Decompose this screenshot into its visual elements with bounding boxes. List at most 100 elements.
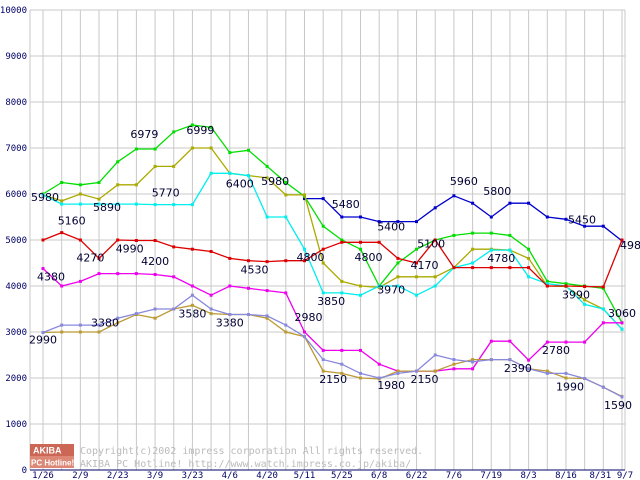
data-point	[172, 245, 176, 249]
data-point	[564, 371, 568, 375]
data-point	[116, 316, 120, 320]
data-point	[508, 201, 512, 205]
data-point	[452, 266, 456, 270]
data-point	[265, 215, 269, 219]
data-point	[209, 125, 213, 129]
data-point	[601, 307, 605, 311]
series-line-6	[42, 268, 622, 372]
data-point	[265, 314, 269, 318]
data-label: 3970	[377, 283, 405, 296]
data-point	[359, 376, 362, 380]
data-point	[527, 358, 531, 362]
x-tick-label: 8/16	[555, 471, 577, 480]
data-point	[601, 385, 605, 389]
data-label: 5480	[332, 198, 360, 211]
data-point	[396, 275, 400, 279]
series-line-8	[42, 294, 623, 398]
logo-bottom-text: PC Hotline!	[31, 459, 74, 468]
y-tick-label: 6000	[5, 190, 27, 200]
data-point	[247, 148, 250, 152]
data-point	[527, 367, 531, 371]
data-point	[209, 312, 213, 316]
data-point	[564, 376, 568, 380]
logo-bottom-box	[30, 456, 74, 468]
data-point	[340, 348, 344, 352]
x-tick-label: 3/9	[147, 471, 163, 480]
data-point	[545, 284, 549, 288]
data-point	[471, 360, 475, 364]
x-tick-label: 6/22	[406, 471, 428, 480]
data-point	[247, 259, 250, 263]
data-point	[489, 266, 493, 270]
data-point	[284, 215, 288, 219]
data-point	[116, 238, 120, 242]
x-tick-label: 4/6	[222, 471, 238, 480]
copyright-watermark: AKIBA PC Hotline! Copyright(c)2002 impre…	[30, 444, 423, 470]
data-label: 4380	[37, 271, 65, 284]
data-point	[78, 330, 82, 334]
data-point	[303, 335, 306, 339]
data-label: 2990	[29, 334, 57, 347]
data-point	[489, 358, 493, 362]
data-point	[452, 233, 456, 237]
data-point	[433, 353, 437, 357]
data-point	[415, 293, 418, 297]
data-point	[284, 323, 288, 327]
data-point	[172, 307, 176, 311]
data-point	[415, 247, 418, 251]
data-point	[564, 217, 568, 221]
data-point	[209, 146, 213, 150]
y-tick-label: 0	[22, 466, 27, 476]
data-point	[359, 348, 362, 352]
data-label: 6400	[226, 178, 254, 191]
data-label: 4990	[116, 243, 144, 256]
data-point	[471, 261, 475, 265]
data-point	[60, 330, 64, 334]
data-point	[228, 313, 232, 316]
data-point	[340, 291, 344, 295]
data-label: 4800	[297, 251, 325, 264]
x-tick-label: 5/11	[294, 471, 316, 480]
data-point	[116, 183, 120, 187]
data-point	[508, 339, 512, 343]
data-point	[97, 323, 101, 327]
url-line: AKIBA PC Hotline! http://www.watch.impre…	[80, 459, 411, 470]
data-point	[489, 248, 493, 252]
data-point	[340, 238, 344, 242]
data-point	[415, 275, 418, 279]
data-label: 5400	[377, 221, 405, 234]
data-point	[471, 231, 475, 235]
data-point	[134, 272, 138, 276]
data-point	[415, 261, 418, 265]
data-label: 5800	[483, 185, 511, 198]
x-tick-label: 6/8	[371, 471, 387, 480]
data-point	[284, 181, 288, 184]
data-point	[620, 321, 624, 325]
data-point	[452, 362, 456, 366]
data-point	[153, 316, 157, 320]
data-point	[153, 273, 157, 276]
data-point	[303, 247, 306, 251]
data-label: 2150	[319, 373, 347, 386]
data-point	[97, 272, 101, 276]
data-point	[284, 291, 288, 295]
data-point	[564, 282, 568, 286]
data-point	[190, 303, 194, 307]
data-point	[41, 331, 45, 334]
data-point	[508, 358, 512, 362]
data-point	[620, 395, 624, 399]
data-point	[433, 206, 437, 210]
data-point	[527, 275, 531, 279]
data-point	[471, 201, 475, 205]
data-point	[433, 238, 437, 242]
data-point	[527, 256, 531, 260]
data-point	[527, 201, 531, 205]
data-point	[321, 247, 325, 251]
data-point	[41, 193, 45, 197]
data-point	[228, 284, 232, 288]
data-label: 1980	[377, 379, 405, 392]
data-point	[396, 369, 400, 373]
data-point	[359, 215, 362, 219]
data-point	[564, 284, 568, 288]
y-tick-label: 1000	[5, 420, 27, 430]
